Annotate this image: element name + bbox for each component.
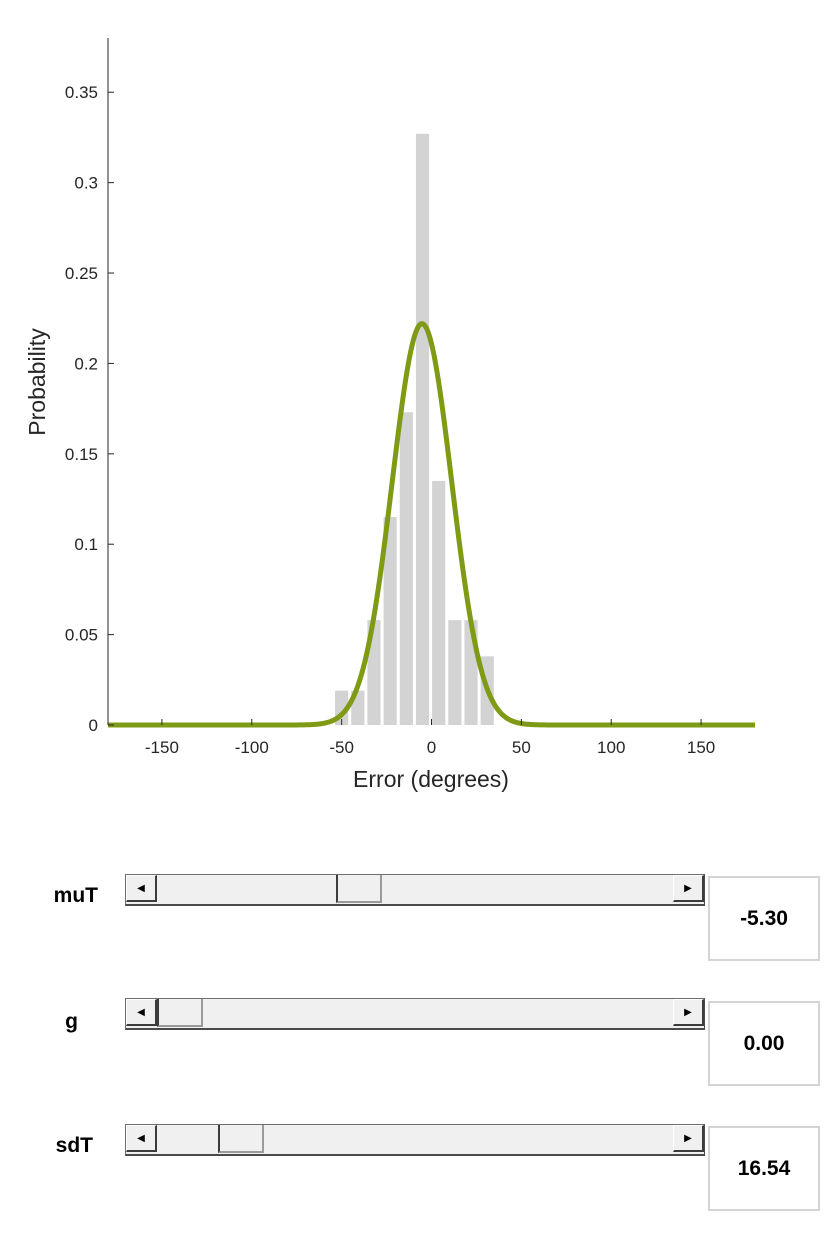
g-slider-trough[interactable]: [157, 999, 673, 1028]
sdt-slider-left-button[interactable]: ◀: [126, 1125, 157, 1152]
sdt-label: sdT: [55, 1134, 93, 1157]
left-arrow-icon: ◀: [137, 1006, 145, 1018]
sdt-slider-right-button[interactable]: ▶: [673, 1125, 704, 1152]
mut-value: -5.30: [740, 906, 788, 930]
histogram-bar: [432, 480, 446, 725]
g-value-box[interactable]: 0.00: [708, 1001, 820, 1086]
y-tick-label: 0.2: [74, 354, 98, 373]
histogram-bar: [383, 517, 397, 725]
y-tick-label: 0: [89, 716, 98, 735]
mut-slider-trough[interactable]: [157, 875, 673, 904]
x-tick-label: -100: [235, 738, 269, 757]
mut-value-box[interactable]: -5.30: [708, 876, 820, 961]
histogram-bars: [335, 133, 494, 725]
g-slider[interactable]: ◀ ▶: [125, 998, 705, 1030]
y-tick-label: 0.1: [74, 535, 98, 554]
right-arrow-icon: ▶: [684, 1006, 692, 1018]
mut-label: muT: [53, 884, 98, 907]
histogram-chart: 0 0.05 0.1 0.15 0.2 0.25 0.3 0.35 -150 -100 -50 0 5…: [24, 38, 757, 792]
sdt-slider[interactable]: ◀ ▶: [125, 1124, 705, 1156]
fit-curve-line: [106, 321, 757, 728]
right-arrow-icon: ▶: [684, 882, 692, 894]
histogram-bar: [415, 133, 430, 725]
sdt-slider-trough[interactable]: [157, 1125, 673, 1154]
y-tick-label: 0.3: [74, 174, 98, 193]
histogram-bar: [399, 412, 413, 725]
g-slider-right-button[interactable]: ▶: [673, 999, 704, 1026]
x-tick-label: 100: [597, 738, 625, 757]
y-tick-label: 0.25: [65, 264, 98, 283]
y-tick-label: 0.05: [65, 626, 98, 645]
sdt-value-box[interactable]: 16.54: [708, 1126, 820, 1211]
x-tick-label: 150: [687, 738, 715, 757]
g-slider-left-button[interactable]: ◀: [126, 999, 157, 1026]
x-tick-label: -150: [145, 738, 179, 757]
y-tick-label: 0.35: [65, 83, 98, 102]
sdt-slider-thumb[interactable]: [218, 1125, 265, 1153]
y-axis-label: Probability: [24, 328, 50, 436]
mut-slider-thumb[interactable]: [335, 875, 382, 903]
left-arrow-icon: ◀: [137, 882, 145, 894]
g-label: g: [65, 1010, 78, 1033]
x-tick-label: 50: [512, 738, 531, 757]
g-value: 0.00: [743, 1031, 785, 1055]
sdt-value: 16.54: [737, 1156, 791, 1180]
x-tick-label: 0: [427, 738, 436, 757]
y-axis-ticks: 0 0.05 0.1 0.15 0.2 0.25 0.3 0.35: [65, 83, 114, 735]
y-tick-label: 0.15: [65, 445, 98, 464]
mut-slider-left-button[interactable]: ◀: [126, 875, 157, 902]
x-tick-label: -50: [329, 738, 354, 757]
mut-slider-right-button[interactable]: ▶: [673, 875, 704, 902]
g-slider-thumb[interactable]: [157, 999, 203, 1027]
left-arrow-icon: ◀: [137, 1132, 145, 1144]
mut-slider[interactable]: ◀ ▶: [125, 874, 705, 906]
histogram-bar: [448, 620, 462, 725]
x-axis-label: Error (degrees): [353, 766, 509, 792]
right-arrow-icon: ▶: [684, 1132, 692, 1144]
x-axis-ticks: -150 -100 -50 0 50 100 150: [145, 719, 715, 757]
